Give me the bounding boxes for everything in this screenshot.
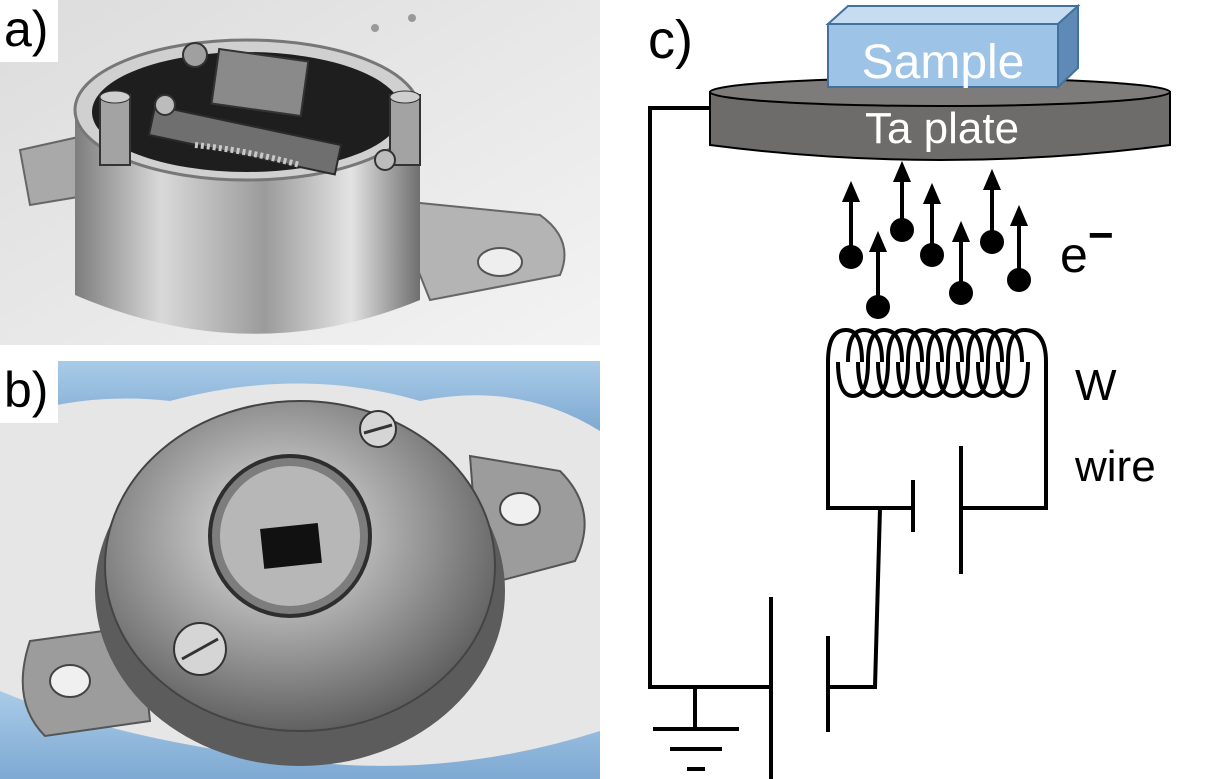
electron-1 xyxy=(839,180,863,269)
wire-label-line1: W xyxy=(1075,361,1117,410)
electron-3 xyxy=(890,160,914,242)
bias-circuit xyxy=(648,106,882,779)
ta-plate-label: Ta plate xyxy=(865,104,1019,153)
sample-block: Sample xyxy=(825,3,1081,90)
electron-2 xyxy=(866,230,890,319)
photo-b-sample-holder-closed xyxy=(0,361,600,779)
holder-closed-illustration xyxy=(0,361,600,779)
wire-label-line2: wire xyxy=(1074,442,1156,491)
electron-7 xyxy=(1007,204,1031,292)
electrons xyxy=(839,160,1031,319)
ta-plate: Ta plate xyxy=(709,77,1171,161)
filament-circuit xyxy=(826,362,1048,574)
photo-a-sample-holder-open xyxy=(0,0,600,345)
sample-label: Sample xyxy=(862,36,1025,89)
holder-open-illustration xyxy=(0,0,600,345)
electron-label: e− xyxy=(1060,211,1114,283)
electron-bombardment-schematic: c) Ta plate Sample e− W wire xyxy=(648,3,1171,779)
panel-label-b: b) xyxy=(0,361,59,423)
panel-label-c: c) xyxy=(648,10,693,70)
electron-6 xyxy=(980,168,1004,254)
panel-label-a: a) xyxy=(0,0,59,62)
w-wire-coil xyxy=(826,327,1048,399)
ground-icon xyxy=(653,727,739,771)
electron-5 xyxy=(949,220,973,305)
electron-4 xyxy=(920,182,944,267)
